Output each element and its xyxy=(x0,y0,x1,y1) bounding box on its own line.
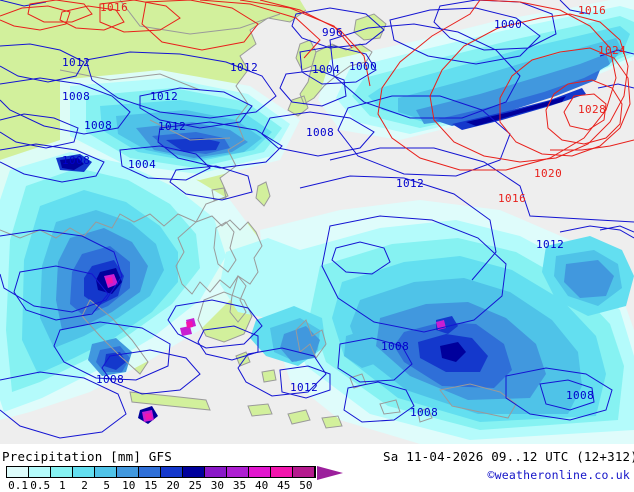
colorbar-tick: 0.5 xyxy=(30,479,51,492)
precip-layer-extreme-hi xyxy=(106,277,193,420)
colorbar-swatch xyxy=(249,467,271,477)
isobar-label: 1012 xyxy=(290,381,319,394)
model-run-info: Sa 11-04-2026 09..12 UTC (12+312) xyxy=(383,449,634,464)
colorbar-tick-labels: 0.1 0.5 1 2 5 10 15 20 25 30 35 40 45 50 xyxy=(6,479,336,492)
isobar-low-layer xyxy=(0,0,634,439)
colorbar-swatch xyxy=(227,467,249,477)
isobar-label: 1008 xyxy=(84,119,113,132)
map-canvas xyxy=(0,0,634,444)
colorbar-swatch xyxy=(293,467,315,477)
precipitation-colorbar[interactable]: 0.1 0.5 1 2 5 10 15 20 25 30 35 40 45 50 xyxy=(6,466,343,492)
colorbar-tick: 30 xyxy=(210,479,224,492)
colorbar-tick: 25 xyxy=(188,479,202,492)
colorbar-tick: 45 xyxy=(277,479,291,492)
copyright-credit: ©weatheronline.co.uk xyxy=(487,468,630,482)
isobar-label: 1012 xyxy=(62,56,91,69)
colorbar-swatch xyxy=(73,467,95,477)
isobar-label: 1012 xyxy=(396,177,425,190)
colorbar-tick: 35 xyxy=(232,479,247,492)
isobar-label: 1004 xyxy=(312,63,341,76)
colorbar-swatch xyxy=(183,467,205,477)
isobar-label: 1012 xyxy=(158,120,187,133)
isobar-label: 1004 xyxy=(128,158,157,171)
colorbar-swatches[interactable] xyxy=(6,466,343,480)
isobar-high-layer xyxy=(0,0,634,171)
isobar-label: 1012 xyxy=(230,61,259,74)
colorbar-swatch xyxy=(51,467,73,477)
isobar-label: 1008 xyxy=(381,340,410,353)
colorbar-overflow-arrow xyxy=(317,466,343,480)
isobar-label: 1008 xyxy=(62,90,91,103)
isobar-label: 1012 xyxy=(150,90,179,103)
colorbar-tick: 20 xyxy=(166,479,180,492)
isobar-label: 1012 xyxy=(536,238,565,251)
isobar-label: 1016 xyxy=(498,192,527,205)
precipitation-map[interactable]: 1016 1016 1024 1028 1020 1016 1012 1008 … xyxy=(0,0,634,444)
isobar-label: 1000 xyxy=(494,18,523,31)
colorbar-tick: 2 xyxy=(81,479,88,492)
colorbar-swatch xyxy=(29,467,51,477)
isobar-label: 1024 xyxy=(598,44,627,57)
isobar-label: 1008 xyxy=(62,154,91,167)
isobar-label: 1008 xyxy=(566,389,595,402)
coastline-layer xyxy=(0,0,517,429)
isobar-label: 1008 xyxy=(410,406,439,419)
colorbar-swatch xyxy=(117,467,139,477)
colorbar-tick: 1 xyxy=(59,479,66,492)
colorbar-tick: 10 xyxy=(122,479,136,492)
isobar-label: 1020 xyxy=(534,167,563,180)
isobar-label: 1008 xyxy=(96,373,125,386)
colorbar-tick: 15 xyxy=(144,479,158,492)
colorbar-tick: 50 xyxy=(299,479,313,492)
colorbar-swatch xyxy=(205,467,227,477)
isobar-label: 1008 xyxy=(306,126,335,139)
colorbar-tick: 0.1 xyxy=(8,479,28,492)
colorbar-swatch xyxy=(95,467,117,477)
isobar-label: 1028 xyxy=(578,103,607,116)
isobar-label: 1016 xyxy=(578,4,607,17)
isobar-label: 1000 xyxy=(349,60,378,73)
colorbar-swatch xyxy=(161,467,183,477)
isobar-label: 996 xyxy=(322,26,344,39)
colorbar-swatch xyxy=(139,467,161,477)
colorbar-tick: 40 xyxy=(255,479,269,492)
legend-footer: Precipitation [mm] GFS Sa 11-04-2026 09.… xyxy=(0,444,634,492)
colorbar-tick: 5 xyxy=(103,479,110,492)
isobar-label: 1016 xyxy=(100,1,129,14)
colorbar-swatch xyxy=(7,467,29,477)
map-title: Precipitation [mm] GFS xyxy=(2,449,172,464)
colorbar-swatch xyxy=(271,467,293,477)
